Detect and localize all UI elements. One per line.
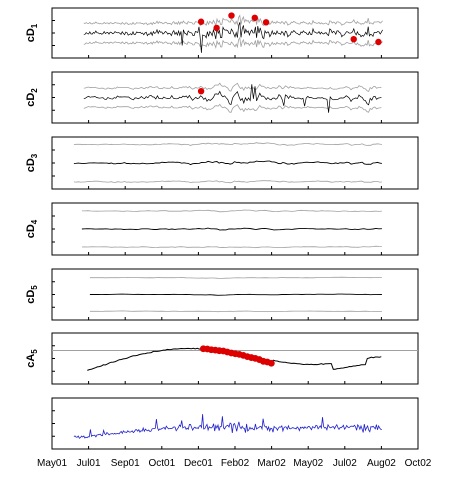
signal-line — [81, 227, 382, 231]
panel-cD1: cD1 — [25, 7, 419, 59]
y-axis-label: cD2 — [25, 88, 39, 107]
signal-line — [83, 22, 383, 53]
anomaly-marker — [228, 12, 235, 19]
x-tick-label: Sep01 — [111, 458, 140, 469]
panel-cD3: cD3 — [25, 136, 419, 190]
confidence-band-upper — [81, 209, 382, 213]
panel-raw — [51, 397, 419, 450]
x-tick-label: Mar02 — [257, 458, 286, 469]
axis-frame — [51, 71, 419, 124]
x-tick-label: Feb02 — [221, 458, 250, 469]
confidence-band-lower — [81, 245, 382, 249]
anomaly-marker — [197, 18, 205, 25]
panel-cA5: cA5 — [25, 332, 419, 385]
x-axis: May01 Jul01 Sep01 Oct01 Dec01 Feb02 Mar02 May02… — [37, 458, 432, 469]
axis-frame — [51, 332, 419, 385]
panel-cD5: cD5 — [25, 268, 419, 321]
x-tick-label: Dec01 — [184, 458, 213, 469]
signal-line — [73, 160, 382, 166]
confidence-band-upper — [83, 82, 382, 93]
y-axis-label: cA5 — [25, 349, 39, 368]
panel-cD4: cD4 — [25, 202, 419, 256]
y-axis-label: cD1 — [25, 23, 39, 42]
raw-series-line — [73, 414, 382, 439]
confidence-band-upper — [73, 142, 382, 146]
x-tick-label: Jul02 — [333, 458, 357, 469]
confidence-band-lower — [89, 310, 382, 313]
panel-cD2: cD2 — [25, 71, 419, 124]
x-tick-label: May01 — [37, 458, 67, 469]
y-axis-label: cD5 — [25, 285, 39, 304]
confidence-band-upper — [83, 14, 383, 28]
axis-frame — [51, 397, 419, 450]
anomaly-marker — [251, 14, 258, 22]
threshold-exceedance-marker — [267, 359, 275, 367]
confidence-band-lower — [73, 180, 382, 184]
confidence-band-lower — [83, 36, 383, 50]
anomaly-marker — [262, 19, 270, 26]
y-axis-label: cD4 — [25, 219, 39, 238]
signal-line — [83, 84, 382, 113]
x-tick-label: Oct02 — [405, 458, 432, 469]
x-tick-label: Oct01 — [148, 458, 175, 469]
x-tick-label: Aug02 — [367, 458, 396, 469]
x-tick-label: May02 — [293, 458, 323, 469]
anomaly-marker — [350, 35, 357, 43]
confidence-band-upper — [89, 276, 382, 279]
y-axis-label: cD3 — [25, 153, 39, 172]
signal-line — [89, 293, 382, 296]
x-tick-label: Jul01 — [77, 458, 101, 469]
panels-group: cD1 cD2 cD3 cD4 cD5 cA5 — [25, 7, 419, 450]
confidence-band-lower — [83, 103, 382, 113]
anomaly-marker — [375, 38, 382, 46]
anomaly-marker — [197, 87, 205, 95]
anomaly-marker — [213, 24, 220, 32]
